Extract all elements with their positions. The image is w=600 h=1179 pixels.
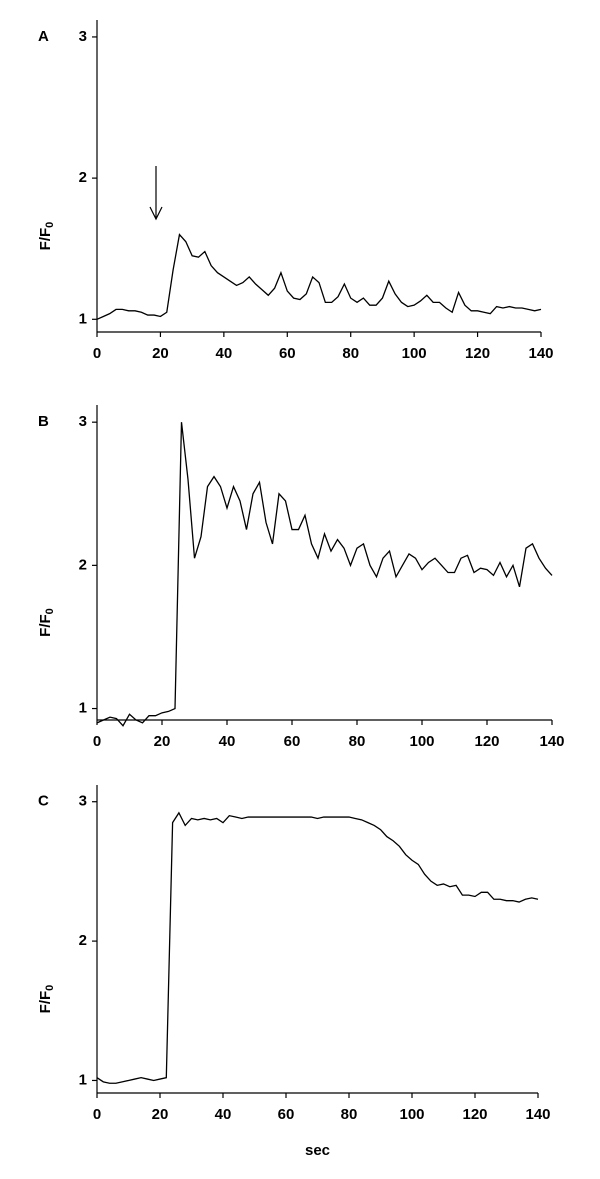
y-axis-label-main: F/F — [37, 614, 54, 637]
x-tick-label: 60 — [278, 1106, 295, 1123]
y-axis-label-subscript: 0 — [44, 985, 56, 991]
y-axis-label: F/F0 — [37, 985, 56, 1014]
data-line — [96, 811, 539, 1084]
y-tick-label: 3 — [79, 28, 87, 45]
arrow-head — [149, 206, 163, 221]
y-tick-label: 1 — [79, 700, 87, 717]
y-axis-label-subscript: 0 — [44, 608, 56, 614]
data-line — [96, 233, 542, 320]
x-tick-label: 120 — [462, 1106, 487, 1123]
panel-label: A — [38, 28, 49, 45]
x-tick-label: 20 — [152, 1106, 169, 1123]
panel-label: C — [38, 793, 49, 810]
x-tick-label: 0 — [93, 1106, 101, 1123]
y-axis-label-main: F/F — [37, 991, 54, 1014]
x-tick-label: 140 — [539, 733, 564, 750]
x-tick-label: 120 — [474, 733, 499, 750]
x-tick-label: 60 — [284, 733, 301, 750]
x-tick-label: 40 — [219, 733, 236, 750]
y-tick-label: 2 — [79, 932, 87, 949]
y-axis-label-main: F/F — [37, 228, 54, 251]
x-tick-label: 140 — [528, 345, 553, 362]
data-line — [96, 422, 553, 727]
y-axis-label-subscript: 0 — [44, 222, 56, 228]
y-tick-label: 1 — [79, 1071, 87, 1088]
x-tick-label: 80 — [342, 345, 359, 362]
x-tick-label: 40 — [216, 345, 233, 362]
y-tick-label: 1 — [79, 310, 87, 327]
y-tick-label: 2 — [79, 169, 87, 186]
x-tick-label: 0 — [93, 345, 101, 362]
x-tick-label: 100 — [409, 733, 434, 750]
x-tick-label: 100 — [402, 345, 427, 362]
x-tick-label: 140 — [525, 1106, 550, 1123]
panel-label: B — [38, 413, 49, 430]
y-axis-label: F/F0 — [37, 608, 56, 637]
x-tick-label: 80 — [349, 733, 366, 750]
x-axis-label: sec — [305, 1142, 330, 1159]
x-tick-label: 0 — [93, 733, 101, 750]
x-tick-label: 80 — [341, 1106, 358, 1123]
x-tick-label: 20 — [152, 345, 169, 362]
x-tick-label: 20 — [154, 733, 171, 750]
y-axis-label: F/F0 — [37, 222, 56, 251]
y-tick-label: 2 — [79, 556, 87, 573]
x-tick-label: 100 — [399, 1106, 424, 1123]
x-tick-label: 120 — [465, 345, 490, 362]
y-tick-label: 3 — [79, 413, 87, 430]
y-tick-label: 3 — [79, 793, 87, 810]
x-tick-label: 60 — [279, 345, 296, 362]
x-tick-label: 40 — [215, 1106, 232, 1123]
